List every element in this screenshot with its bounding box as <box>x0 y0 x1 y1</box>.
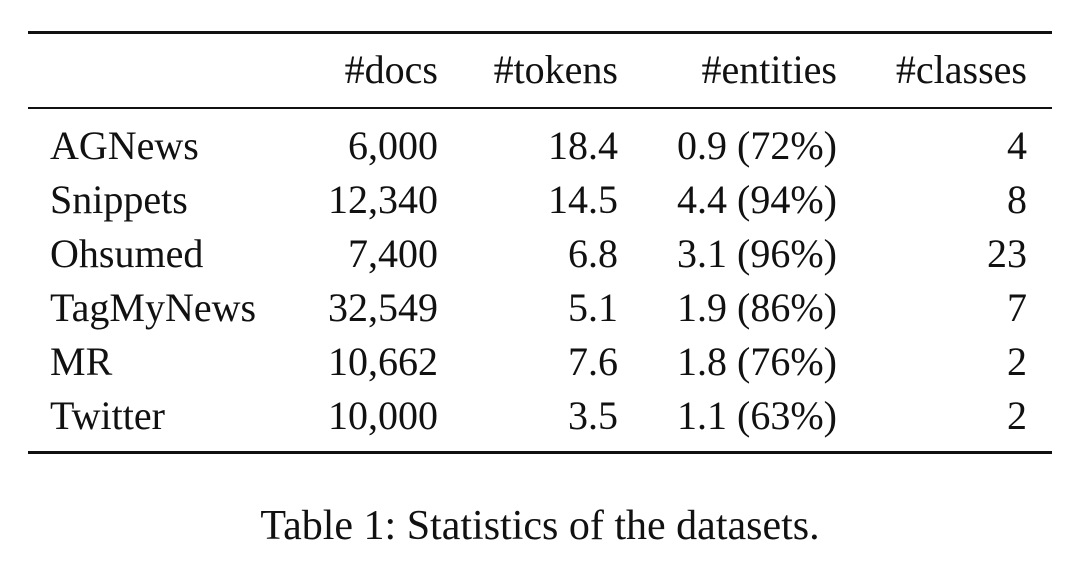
docs-count: 7,400 <box>348 231 438 276</box>
table-row: Twitter 10,000 3.5 1.1 (63%) 2 <box>28 389 1052 443</box>
table-caption: Table 1: Statistics of the datasets. <box>260 503 820 549</box>
classes-count: 2 <box>1007 393 1027 438</box>
docs-count: 32,549 <box>328 285 438 330</box>
header-classes: #classes <box>895 47 1027 92</box>
tokens-value: 6.8 <box>568 231 618 276</box>
table-header-rule <box>28 107 1052 109</box>
table-row: AGNews 6,000 18.4 0.9 (72%) 4 <box>28 119 1052 173</box>
classes-count: 23 <box>987 231 1027 276</box>
dataset-name: Ohsumed <box>50 231 204 276</box>
header-entities: #entities <box>701 47 837 92</box>
entities-value: 1.9 (86%) <box>677 285 837 330</box>
table-top-rule <box>28 31 1052 34</box>
table-bottom-rule <box>28 451 1052 454</box>
classes-count: 4 <box>1007 123 1027 168</box>
table-row: Snippets 12,340 14.5 4.4 (94%) 8 <box>28 173 1052 227</box>
dataset-name: Snippets <box>50 177 188 222</box>
docs-count: 6,000 <box>348 123 438 168</box>
entities-value: 0.9 (72%) <box>677 123 837 168</box>
entities-value: 1.1 (63%) <box>677 393 837 438</box>
tokens-value: 7.6 <box>568 339 618 384</box>
tokens-value: 5.1 <box>568 285 618 330</box>
entities-value: 1.8 (76%) <box>677 339 837 384</box>
classes-count: 8 <box>1007 177 1027 222</box>
dataset-name: AGNews <box>50 123 199 168</box>
header-docs: #docs <box>344 47 438 92</box>
entities-value: 4.4 (94%) <box>677 177 837 222</box>
tokens-value: 14.5 <box>548 177 618 222</box>
docs-count: 12,340 <box>328 177 438 222</box>
classes-count: 2 <box>1007 339 1027 384</box>
tokens-value: 3.5 <box>568 393 618 438</box>
dataset-name: MR <box>50 339 113 384</box>
table-header-row: #docs #tokens #entities #classes <box>28 43 1052 97</box>
header-tokens: #tokens <box>493 47 618 92</box>
tokens-value: 18.4 <box>548 123 618 168</box>
classes-count: 7 <box>1007 285 1027 330</box>
dataset-name: Twitter <box>50 393 165 438</box>
dataset-name: TagMyNews <box>50 285 257 330</box>
table-row: MR 10,662 7.6 1.8 (76%) 2 <box>28 335 1052 389</box>
docs-count: 10,662 <box>328 339 438 384</box>
docs-count: 10,000 <box>328 393 438 438</box>
entities-value: 3.1 (96%) <box>677 231 837 276</box>
table-row: TagMyNews 32,549 5.1 1.9 (86%) 7 <box>28 281 1052 335</box>
table-row: Ohsumed 7,400 6.8 3.1 (96%) 23 <box>28 227 1052 281</box>
